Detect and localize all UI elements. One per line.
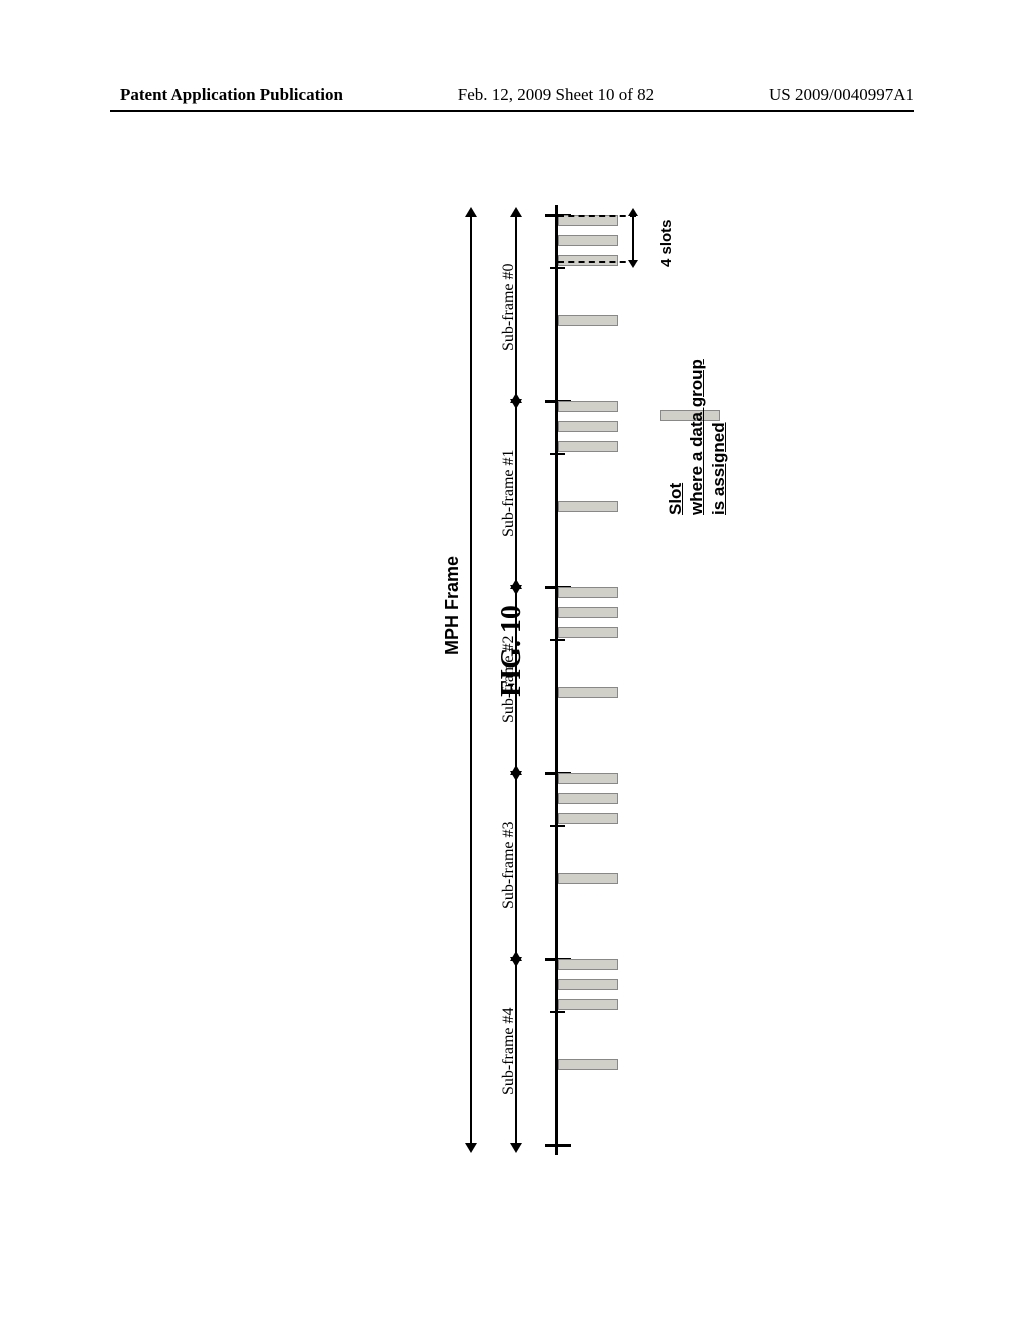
slot xyxy=(558,959,618,970)
legend-title: Slot xyxy=(666,483,685,515)
four-slots-arrow xyxy=(632,215,634,261)
slot xyxy=(558,793,618,804)
tick-minor xyxy=(550,267,565,269)
tick-major xyxy=(545,1144,571,1147)
mph-frame-label: MPH Frame xyxy=(442,556,463,655)
slot xyxy=(558,235,618,246)
header-right: US 2009/0040997A1 xyxy=(769,85,914,105)
slot xyxy=(558,1059,618,1070)
legend-line1: where a data group xyxy=(687,359,706,515)
slot xyxy=(558,607,618,618)
subframe-label: Sub-frame #4 xyxy=(500,1007,518,1095)
slot xyxy=(558,773,618,784)
subframe-label: Sub-frame #3 xyxy=(500,821,518,909)
legend-text: Slot where a data group is assigned xyxy=(665,359,729,515)
tick-minor xyxy=(550,1011,565,1013)
slot xyxy=(558,687,618,698)
figure-area: FIG. 10 MPH Frame Sub-frame #0Sub-frame … xyxy=(0,145,1024,1245)
slot xyxy=(558,441,618,452)
four-slots-dash xyxy=(558,261,636,263)
diagram: MPH Frame Sub-frame #0Sub-frame #1Sub-fr… xyxy=(460,145,760,1245)
mph-frame-arrow xyxy=(470,215,472,1145)
legend-line2: is assigned xyxy=(709,422,728,515)
slot xyxy=(558,587,618,598)
subframe-label: Sub-frame #1 xyxy=(500,449,518,537)
slot xyxy=(558,421,618,432)
tick-minor xyxy=(550,825,565,827)
slot xyxy=(558,501,618,512)
header-center: Feb. 12, 2009 Sheet 10 of 82 xyxy=(458,85,654,105)
slot xyxy=(558,999,618,1010)
slot xyxy=(558,979,618,990)
header-divider xyxy=(110,110,914,112)
slot xyxy=(558,401,618,412)
page-header: Patent Application Publication Feb. 12, … xyxy=(0,85,1024,105)
slot xyxy=(558,813,618,824)
slot xyxy=(558,627,618,638)
subframe-label: Sub-frame #0 xyxy=(500,263,518,351)
tick-minor xyxy=(550,453,565,455)
header-left: Patent Application Publication xyxy=(120,85,343,105)
four-slots-label: 4 slots xyxy=(658,219,675,267)
four-slots-dash xyxy=(558,215,636,217)
subframe-label: Sub-frame #2 xyxy=(500,635,518,723)
slot xyxy=(558,315,618,326)
tick-minor xyxy=(550,639,565,641)
slot xyxy=(558,873,618,884)
